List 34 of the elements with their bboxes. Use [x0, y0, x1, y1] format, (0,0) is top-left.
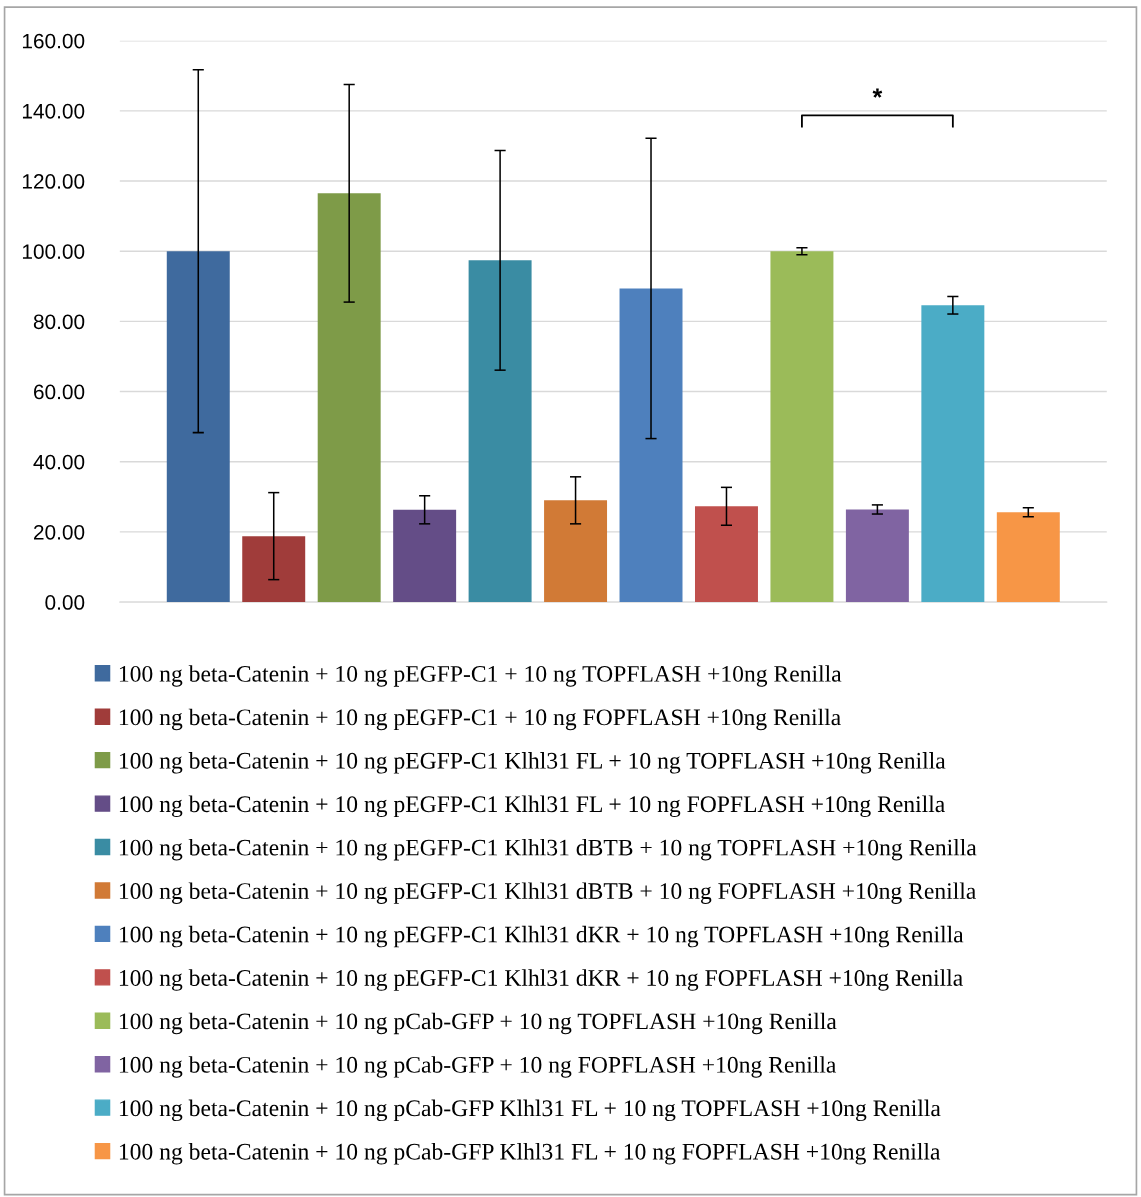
legend-label: 100 ng beta-Catenin + 10 ng pEGFP-C1 + 10 ng FOPFLASH +10ng Renilla	[119, 708, 841, 731]
bar	[468, 260, 532, 603]
legend-label: 100 ng beta-Catenin + 10 ng pEGFP-C1 + 10 ng TOPFLASH +10ng Renilla	[119, 665, 842, 687]
y-tick-label: 120.00	[22, 174, 85, 189]
legend-label: 100 ng beta-Catenin + 10 ng pCab-GFP + 10 ng TOPFLASH +10ng Renilla	[119, 1012, 837, 1035]
bar	[921, 305, 985, 603]
annotation: *	[872, 88, 883, 98]
y-tick-label: 60.00	[34, 384, 85, 400]
bar	[544, 500, 608, 603]
bar	[317, 193, 381, 603]
legend-label: 100 ng beta-Catenin + 10 ng pCab-GFP + 10 ng FOPFLASH +10ng Renilla	[119, 1056, 837, 1078]
legend-label: 100 ng beta-Catenin + 10 ng pEGFP-C1 Klhl31 dKR + 10 ng FOPFLASH +10ng Renilla	[119, 969, 963, 991]
y-tick-label: 100.00	[22, 244, 85, 259]
bar	[619, 288, 683, 603]
y-tick-label: 140.00	[22, 103, 85, 119]
legend-label: 100 ng beta-Catenin + 10 ng pEGFP-C1 Klhl31 dBTB + 10 ng FOPFLASH +10ng Renilla	[119, 882, 976, 904]
y-tick-label: 160.00	[22, 33, 85, 49]
legend-label: 100 ng beta-Catenin + 10 ng pEGFP-C1 Klhl31 FL + 10 ng TOPFLASH +10ng Renilla	[119, 752, 946, 774]
legend-label: 100 ng beta-Catenin + 10 ng pCab-GFP Klhl31 FL + 10 ng TOPFLASH +10ng Renilla	[119, 1099, 941, 1122]
bar	[393, 509, 457, 603]
legend-label: 100 ng beta-Catenin + 10 ng pCab-GFP Klhl31 FL + 10 ng FOPFLASH +10ng Renilla	[119, 1143, 941, 1165]
bar	[845, 509, 909, 603]
bar	[770, 251, 834, 603]
y-tick-label: 0.00	[45, 595, 85, 610]
legend-label: 100 ng beta-Catenin + 10 ng pEGFP-C1 Klhl31 FL + 10 ng FOPFLASH +10ng Renilla	[119, 795, 945, 818]
bar	[242, 536, 306, 603]
y-tick-label: 20.00	[34, 524, 85, 540]
y-tick-label: 40.00	[33, 454, 85, 470]
bar	[996, 512, 1060, 603]
bar	[694, 506, 758, 603]
legend-label: 100 ng beta-Catenin + 10 ng pEGFP-C1 Klhl31 dBTB + 10 ng TOPFLASH +10ng Renilla	[119, 838, 977, 861]
bar	[166, 251, 230, 603]
legend-label: 100 ng beta-Catenin + 10 ng pEGFP-C1 Klhl31 dKR + 10 ng TOPFLASH +10ng Renilla	[119, 925, 964, 948]
y-tick-label: 80.00	[33, 314, 85, 330]
